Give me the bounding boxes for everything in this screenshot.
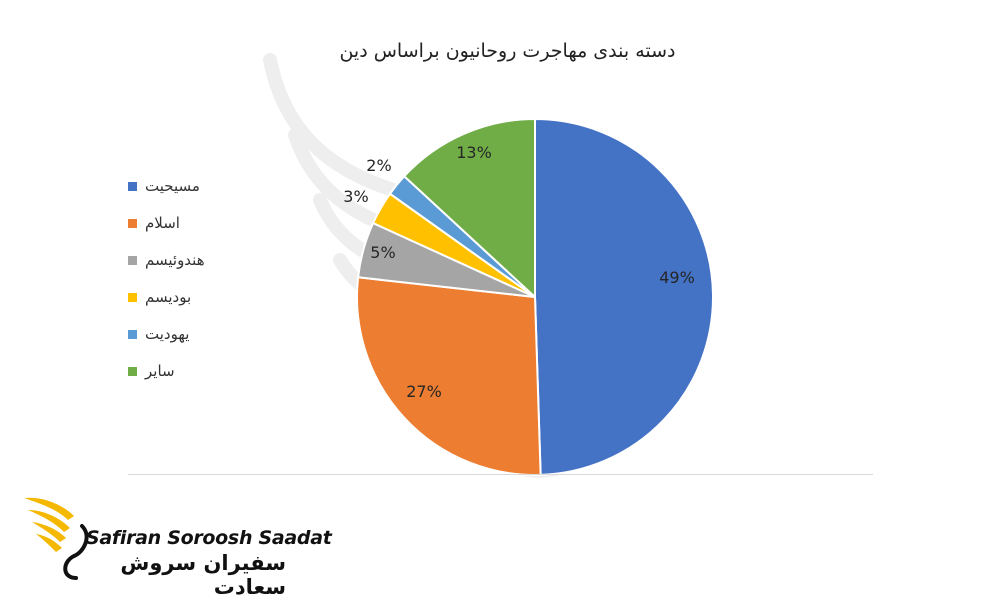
legend-swatch [128,292,137,302]
brand-name-persian: سفیران سروش سعادت [120,551,286,599]
brand-logo-icon [24,497,89,580]
slice-data-label: 13% [456,143,492,162]
pie-slice [534,117,714,476]
legend-swatch [128,218,137,228]
chart-legend: مسیحیت اسلام هندوئیسم بودیسم یهودیت سایر [128,176,238,398]
legend-swatch [128,255,137,265]
legend-label: اسلام [145,214,180,232]
chart-baseline [128,474,873,475]
legend-swatch [128,329,137,339]
pie-slice [402,117,536,300]
slice-data-label: 49% [659,268,695,287]
slice-data-label: 3% [343,187,368,206]
slice-data-label: 2% [366,156,391,175]
slice-data-label: 5% [370,243,395,262]
pie-slice [356,276,542,476]
legend-swatch [128,181,137,191]
legend-item: هندوئیسم [128,250,238,270]
legend-swatch [128,366,137,376]
slice-data-label: 27% [406,382,442,401]
legend-item: اسلام [128,213,238,233]
legend-label: مسیحیت [145,177,200,195]
legend-label: سایر [145,362,175,380]
legend-item: یهودیت [128,324,238,344]
legend-item: بودیسم [128,287,238,307]
legend-label: یهودیت [145,325,190,343]
legend-label: بودیسم [145,288,192,306]
legend-label: هندوئیسم [145,251,205,269]
legend-item: مسیحیت [128,176,238,196]
legend-item: سایر [128,361,238,381]
chart-title: دسته بندی مهاجرت روحانیون براساس دین [339,40,676,62]
brand-name-latin: Safiran Soroosh Saadat [86,527,332,549]
